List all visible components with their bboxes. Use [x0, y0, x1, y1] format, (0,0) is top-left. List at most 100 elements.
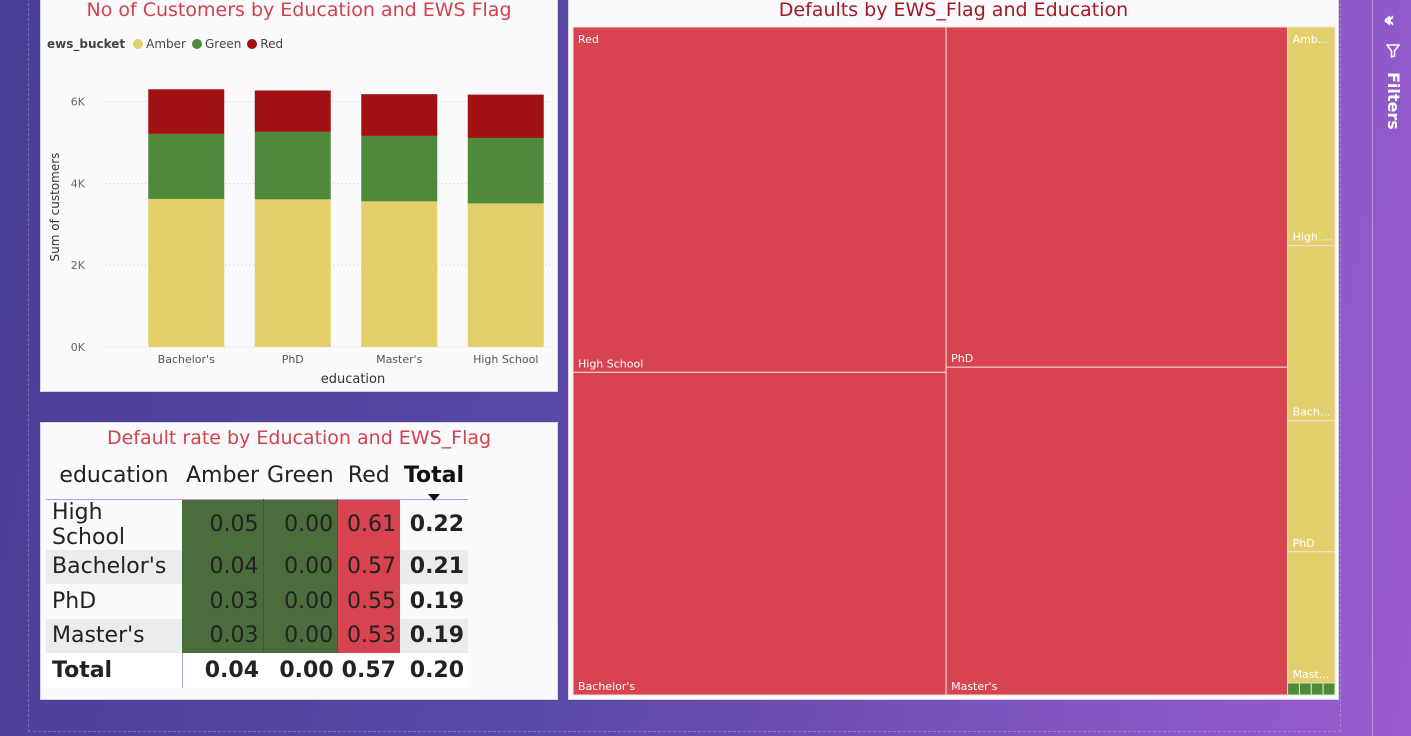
matrix-row: PhD 0.03 0.00 0.55 0.19	[46, 584, 468, 619]
legend-dot	[192, 39, 202, 49]
y-tick-label: 0K	[71, 341, 86, 354]
treemap-tile-label: PhD	[1293, 537, 1315, 550]
filters-pane[interactable]: ‹‹ Filters	[1372, 0, 1411, 736]
bar-segment-green[interactable]	[254, 131, 331, 200]
defaults-treemap[interactable]: Defaults by EWS_Flag and Education Red Hi…	[568, 0, 1339, 700]
report-canvas	[28, 0, 1341, 732]
matrix-table: education Amber Green Red Total High Sch…	[46, 453, 469, 688]
treemap-tile-green[interactable]	[1322, 682, 1336, 696]
matrix-cell: 0.61	[337, 499, 400, 550]
legend-item-amber[interactable]: Amber	[133, 37, 186, 51]
matrix-cell: 0.03	[182, 618, 264, 653]
matrix-header-total-label: Total	[403, 463, 465, 489]
treemap-tile-label: PhD	[951, 352, 973, 365]
bar-segment-red[interactable]	[254, 90, 331, 132]
y-tick-label: 2K	[71, 259, 86, 272]
matrix-header-total[interactable]: Total	[400, 453, 468, 501]
matrix-row-total: 0.22	[409, 512, 465, 537]
bar-segment-green[interactable]	[467, 137, 544, 204]
collapse-chevrons-icon[interactable]: ‹‹	[1383, 8, 1395, 33]
treemap-tile-red[interactable]	[572, 371, 947, 696]
filters-label[interactable]: Filters	[1384, 72, 1403, 130]
customers-bar-chart[interactable]: No of Customers by Education and EWS Fla…	[40, 0, 558, 392]
treemap-tile-amber[interactable]	[1287, 551, 1336, 684]
treemap-tile-amber[interactable]	[1287, 26, 1336, 247]
matrix-row: Master's 0.03 0.00 0.53 0.19	[46, 618, 469, 653]
treemap-title: Defaults by EWS_Flag and Education	[778, 0, 1129, 21]
legend-dot	[247, 39, 258, 49]
matrix-cell: 0.00	[263, 618, 339, 653]
treemap-tile-green[interactable]	[1310, 682, 1324, 696]
matrix-row-label: High School	[52, 499, 126, 550]
matrix-cell: 0.57	[337, 549, 400, 584]
legend-label: Red	[260, 37, 284, 51]
filter-funnel-icon	[1385, 44, 1401, 62]
matrix-header-education[interactable]: education	[59, 463, 169, 489]
matrix-cell: 0.55	[337, 584, 400, 619]
matrix-total-row: Total 0.04 0.00 0.57 0.20	[46, 653, 469, 688]
treemap-tile-green[interactable]	[1298, 682, 1312, 696]
matrix-row-label: Master's	[46, 618, 182, 653]
treemap-tile-red[interactable]	[945, 26, 1289, 368]
y-tick-label: 4K	[71, 177, 86, 190]
matrix-cell: 0.00	[263, 549, 339, 584]
treemap-tile-label: Master's	[951, 680, 998, 693]
matrix-cell: 0.53	[337, 618, 400, 653]
default-rate-matrix[interactable]: Default rate by Education and EWS_Flag e…	[40, 422, 558, 700]
legend-label: Amber	[146, 37, 186, 51]
legend-title: ews_bucket	[47, 37, 126, 51]
matrix-cell: 0.03	[182, 584, 264, 619]
bar-segment-amber[interactable]	[361, 201, 438, 347]
matrix-cell: 0.00	[263, 584, 339, 619]
matrix-header-green[interactable]: Green	[267, 463, 334, 489]
treemap-tile-label: Bachelor's	[578, 680, 635, 693]
bar-segment-green[interactable]	[148, 133, 225, 199]
y-axis-label: Sum of customers	[48, 153, 62, 262]
matrix-row-label: PhD	[52, 588, 97, 614]
bar-segment-red[interactable]	[467, 94, 544, 138]
matrix-cell: 0.05	[182, 499, 264, 550]
treemap-tile-amber[interactable]	[1287, 245, 1336, 422]
matrix-grand-total: 0.20	[399, 653, 469, 688]
matrix-row-total: 0.19	[399, 618, 469, 653]
treemap-group-label: Amb...	[1293, 33, 1329, 46]
x-tick-label: PhD	[282, 353, 304, 366]
bar-segment-green[interactable]	[361, 135, 438, 202]
treemap-tile-amber[interactable]	[1287, 420, 1336, 553]
sort-descending-icon	[427, 493, 440, 501]
treemap-tile-green[interactable]	[1287, 682, 1300, 696]
matrix-total-cell: 0.00	[263, 653, 338, 688]
bar-segment-amber[interactable]	[467, 203, 544, 347]
legend-item-red[interactable]: Red	[247, 37, 283, 51]
treemap-tile-label: High ...	[1293, 231, 1332, 244]
bar-chart-title: No of Customers by Education and EWS Fla…	[86, 0, 512, 21]
matrix-header-red[interactable]: Red	[347, 463, 390, 489]
x-axis-label: education	[321, 372, 386, 387]
bar-chart-plot: 0K 2K 4K 6K Bachelor's PhD Master's High School…	[48, 89, 551, 387]
matrix-row-total: 0.19	[409, 588, 465, 614]
matrix-cell: 0.04	[182, 549, 264, 584]
x-tick-label: Master's	[376, 353, 423, 366]
bar-segment-red[interactable]	[361, 94, 438, 136]
matrix-cell: 0.00	[263, 499, 339, 550]
treemap-tile-red[interactable]	[945, 366, 1289, 696]
bar-segment-amber[interactable]	[254, 199, 331, 347]
x-tick-label: High School	[473, 353, 538, 366]
legend-item-green[interactable]: Green	[192, 37, 241, 51]
treemap-tile-label: Bach...	[1293, 406, 1331, 419]
bar-segment-amber[interactable]	[148, 198, 225, 347]
matrix-header-amber[interactable]: Amber	[186, 463, 260, 489]
treemap-tile-label: High School	[578, 357, 643, 370]
y-tick-label: 6K	[71, 96, 86, 109]
matrix-row: Bachelor's 0.04 0.00 0.57 0.21	[46, 549, 469, 584]
treemap-tile-red[interactable]	[572, 26, 947, 373]
treemap-group-label: Red	[578, 33, 599, 46]
treemap-tile-label: Mast...	[1293, 668, 1330, 681]
legend-label: Green	[205, 37, 242, 51]
bar-segment-red[interactable]	[148, 89, 225, 134]
matrix-row: High School 0.05 0.00 0.61 0.22	[46, 499, 468, 550]
bar-chart-legend: ews_bucket Amber Green Red	[47, 37, 289, 51]
matrix-row-label: Bachelor's	[46, 549, 182, 584]
matrix-total-cell: 0.04	[181, 653, 264, 688]
matrix-total-cell: 0.57	[337, 653, 400, 688]
